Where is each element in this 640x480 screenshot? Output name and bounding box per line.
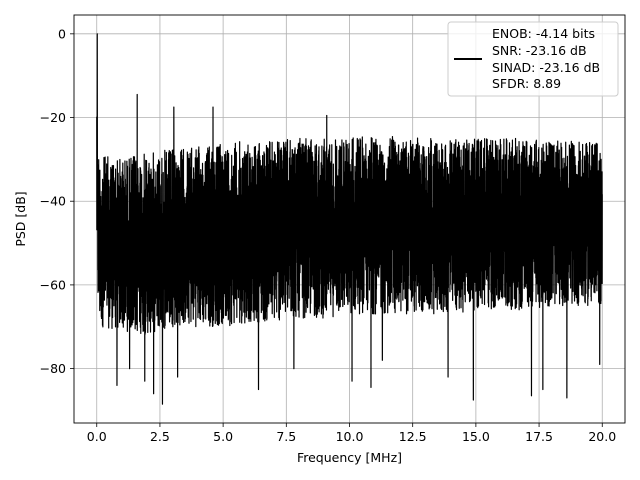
legend-snr: SNR: -23.16 dB	[492, 43, 587, 58]
y-tick-label: 0	[58, 26, 66, 41]
x-tick-label: 0.0	[87, 429, 107, 444]
legend-sinad: SINAD: -23.16 dB	[492, 60, 600, 75]
x-tick-label: 2.5	[150, 429, 170, 444]
x-tick-label: 12.5	[399, 429, 427, 444]
x-tick-label: 10.0	[336, 429, 364, 444]
legend-sfdr: SFDR: 8.89	[492, 76, 561, 91]
x-tick-label: 15.0	[462, 429, 490, 444]
legend: ENOB: -4.14 bits SNR: -23.16 dB SINAD: -…	[447, 21, 619, 97]
psd-series	[96, 33, 603, 405]
x-axis-ticks: 0.0 2.5 5.0 7.5 10.0 12.5 15.0 17.5 20.0	[87, 423, 616, 444]
y-tick-label: −40	[40, 194, 66, 209]
x-tick-label: 20.0	[588, 429, 616, 444]
y-axis-title: PSD [dB]	[13, 191, 28, 246]
x-axis-title: Frequency [MHz]	[297, 450, 402, 465]
x-tick-label: 17.5	[525, 429, 553, 444]
y-tick-label: −60	[40, 277, 66, 292]
x-tick-label: 5.0	[213, 429, 233, 444]
y-axis-ticks: 0 −20 −40 −60 −80	[40, 26, 74, 376]
legend-enob: ENOB: -4.14 bits	[492, 26, 595, 41]
y-tick-label: −20	[40, 110, 66, 125]
legend-box	[447, 21, 619, 97]
x-tick-label: 7.5	[276, 429, 296, 444]
psd-trace	[96, 33, 603, 405]
y-tick-label: −80	[40, 361, 66, 376]
